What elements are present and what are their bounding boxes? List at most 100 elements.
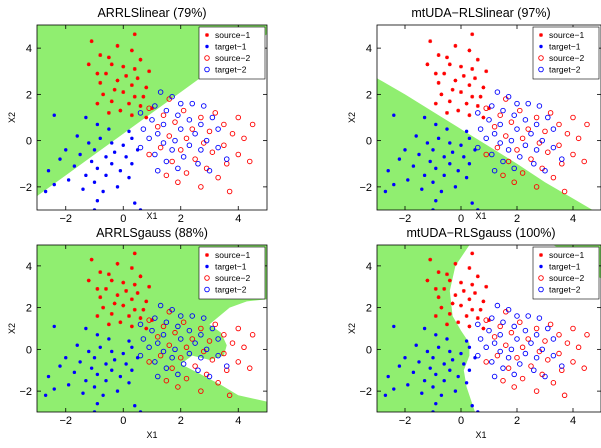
point-source-1 — [467, 324, 472, 329]
y-axis-label: X2 — [7, 112, 17, 123]
point-source-1 — [115, 78, 120, 83]
point-target-2 — [140, 336, 147, 342]
point-target-2 — [533, 354, 540, 361]
point-source-1 — [129, 266, 134, 270]
point-target-1 — [456, 168, 460, 173]
point-source-1 — [473, 21, 477, 25]
panel-1: −2 0 2 4 −2 0 2 4 ARRLSlinear (79%) X1 X2 source−1 t… — [7, 6, 268, 225]
point-source-1 — [121, 64, 126, 69]
point-target-2 — [195, 367, 201, 374]
point-source-2 — [542, 338, 548, 344]
point-target-2 — [517, 154, 523, 160]
point-source-2 — [241, 344, 247, 351]
y-axis-label: X2 — [347, 323, 357, 334]
point-source-2 — [556, 350, 562, 357]
point-target-2 — [209, 114, 216, 121]
point-target-1 — [428, 159, 432, 164]
point-target-1 — [392, 387, 396, 391]
legend-label: source−1 — [215, 250, 250, 260]
point-source-2 — [511, 384, 517, 390]
point-source-2 — [570, 325, 576, 332]
point-source-2 — [519, 170, 526, 176]
point-target-1 — [78, 152, 82, 157]
point-target-1 — [453, 185, 458, 189]
point-target-2 — [149, 327, 155, 334]
point-source-1 — [478, 307, 483, 312]
point-source-1 — [473, 291, 477, 295]
point-target-2 — [497, 332, 503, 338]
point-target-2 — [152, 151, 158, 158]
point-target-1 — [403, 148, 407, 152]
point-target-1 — [431, 356, 435, 360]
point-target-1 — [420, 187, 424, 191]
point-target-2 — [491, 340, 498, 346]
point-source-1 — [467, 113, 472, 118]
x-axis-label: X1 — [146, 211, 157, 221]
point-source-2 — [246, 365, 253, 371]
point-target-1 — [397, 157, 402, 161]
point-source-2 — [528, 363, 534, 369]
legend-label: source−2 — [215, 53, 250, 63]
point-target-2 — [550, 144, 557, 151]
point-target-2 — [477, 336, 484, 342]
point-target-2 — [169, 354, 175, 361]
point-target-1 — [43, 189, 48, 194]
point-source-1 — [147, 69, 152, 74]
chart-title: ARRLSlinear (79%) — [97, 6, 206, 20]
point-source-2 — [497, 112, 503, 118]
point-source-1 — [484, 69, 489, 74]
point-target-1 — [397, 364, 402, 368]
point-source-2 — [172, 329, 178, 336]
point-target-2 — [223, 156, 230, 162]
point-target-1 — [89, 159, 94, 164]
point-target-2 — [152, 359, 158, 365]
point-target-1 — [118, 168, 123, 173]
point-source-2 — [246, 158, 253, 165]
point-source-1 — [106, 322, 111, 327]
point-source-1 — [450, 87, 455, 92]
point-target-2 — [500, 107, 506, 114]
point-source-2 — [172, 119, 178, 125]
legend-label: target−2 — [215, 285, 247, 295]
point-target-1 — [46, 168, 51, 173]
point-source-1 — [121, 280, 126, 285]
point-target-2 — [545, 325, 551, 332]
point-target-1 — [431, 148, 435, 152]
point-source-2 — [517, 319, 523, 325]
point-source-1 — [475, 316, 480, 320]
legend-box — [198, 246, 266, 300]
point-source-2 — [519, 344, 526, 351]
point-target-1 — [138, 410, 143, 412]
point-target-2 — [198, 332, 204, 338]
point-target-1 — [115, 185, 120, 189]
point-target-1 — [52, 182, 56, 187]
point-target-1 — [383, 393, 388, 397]
point-target-1 — [52, 113, 56, 117]
point-target-1 — [403, 356, 407, 360]
point-target-2 — [491, 373, 498, 380]
point-source-1 — [136, 241, 140, 245]
point-source-2 — [491, 123, 498, 130]
point-target-1 — [104, 362, 108, 366]
point-source-2 — [517, 107, 523, 114]
point-source-2 — [545, 149, 551, 155]
x-tick-label: −2 — [59, 213, 72, 225]
point-source-2 — [169, 365, 175, 371]
point-target-2 — [175, 323, 181, 330]
point-target-1 — [450, 150, 455, 154]
point-target-1 — [467, 345, 472, 349]
point-source-1 — [141, 94, 146, 99]
point-target-1 — [95, 199, 100, 203]
point-source-1 — [459, 90, 463, 94]
point-target-2 — [475, 144, 481, 151]
point-target-2 — [177, 126, 184, 132]
point-source-1 — [95, 314, 100, 318]
point-source-1 — [484, 284, 489, 289]
point-source-1 — [95, 101, 100, 106]
point-target-2 — [215, 144, 221, 151]
y-tick-label: −2 — [19, 386, 32, 398]
point-source-1 — [470, 282, 475, 287]
point-target-1 — [110, 349, 114, 354]
y-tick-label: 4 — [366, 261, 372, 273]
point-source-2 — [483, 105, 489, 111]
